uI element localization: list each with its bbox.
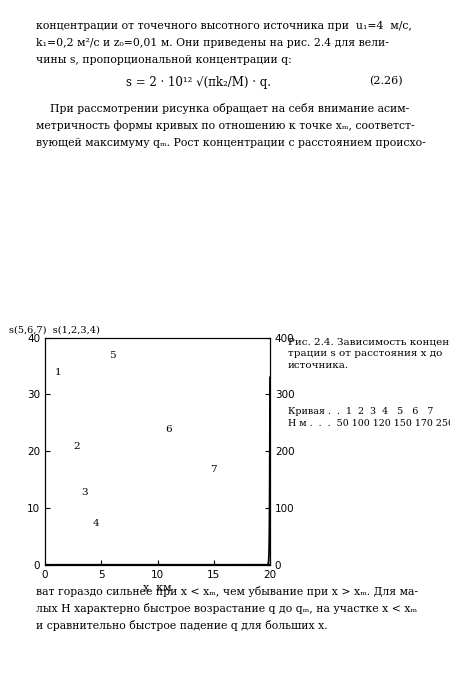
Text: концентрации от точечного высотного источника при  u₁=4  м/с,: концентрации от точечного высотного исто… (36, 21, 412, 31)
Text: чины s, пропорциональной концентрации q:: чины s, пропорциональной концентрации q: (36, 55, 292, 65)
Text: Рис. 2.4. Зависимость концен-
трации s от расстояния x до
источника.: Рис. 2.4. Зависимость концен- трации s о… (288, 338, 450, 370)
Text: s = 2 · 10¹² √(πk₂/M) · q.: s = 2 · 10¹² √(πk₂/M) · q. (126, 76, 271, 89)
Text: лых H характерно быстрое возрастание q до qₘ, на участке x < xₘ: лых H характерно быстрое возрастание q д… (36, 603, 417, 614)
Text: Кривая .  .  1  2  3  4   5   6   7
Н м .  .  .  50 100 120 150 170 250 300: Кривая . . 1 2 3 4 5 6 7 Н м . . . 50 10… (288, 407, 450, 428)
Text: 4: 4 (92, 519, 99, 528)
Text: 3: 3 (81, 488, 88, 497)
Text: 6: 6 (166, 425, 172, 434)
Text: ват гораздо сильнее при x < xₘ, чем убывание при x > xₘ. Для ма-: ват гораздо сильнее при x < xₘ, чем убыв… (36, 586, 418, 597)
Text: 7: 7 (211, 465, 217, 474)
Text: При рассмотрении рисунка обращает на себя внимание асим-: При рассмотрении рисунка обращает на себ… (36, 103, 409, 114)
Text: (2.26): (2.26) (369, 76, 403, 86)
X-axis label: x  км: x км (143, 583, 172, 593)
Text: 5: 5 (109, 351, 116, 360)
Text: и сравнительно быстрое падение q для больших x.: и сравнительно быстрое падение q для бол… (36, 620, 328, 631)
Text: k₁=0,2 м²/с и z₀=0,01 м. Они приведены на рис. 2.4 для вели-: k₁=0,2 м²/с и z₀=0,01 м. Они приведены н… (36, 38, 389, 48)
Text: s(5,6,7)  s(1,2,3,4): s(5,6,7) s(1,2,3,4) (9, 325, 100, 334)
Text: 1: 1 (55, 369, 62, 378)
Text: 2: 2 (73, 442, 80, 451)
Text: вующей максимуму qₘ. Рост концентрации с расстоянием происхо-: вующей максимуму qₘ. Рост концентрации с… (36, 138, 426, 148)
Text: метричность формы кривых по отношению к точке xₘ, соответст-: метричность формы кривых по отношению к … (36, 121, 414, 132)
